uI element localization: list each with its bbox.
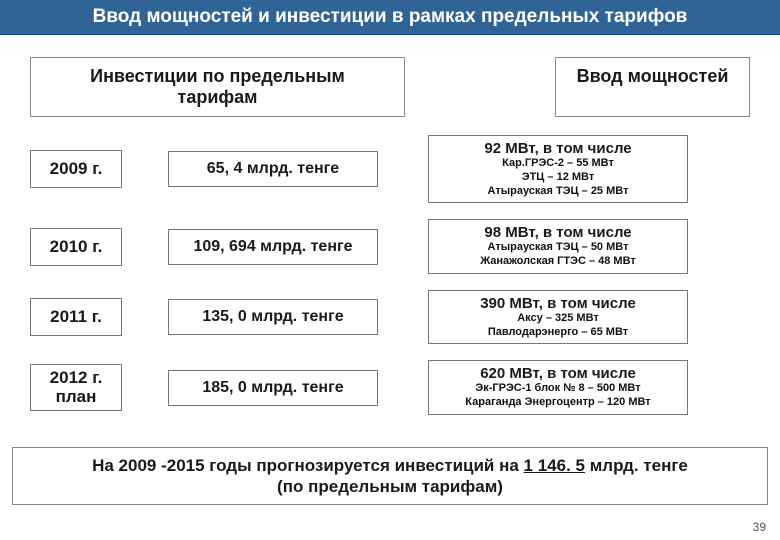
year-label: 2010 г. bbox=[30, 228, 122, 266]
capacity-detail: 620 МВт, в том числе Эк-ГРЭС-1 блок № 8 … bbox=[428, 360, 688, 415]
subheader-investments: Инвестиции по предельным тарифам bbox=[30, 57, 405, 117]
forecast-summary: На 2009 -2015 годы прогнозируется инвест… bbox=[12, 447, 768, 506]
capacity-detail: 390 МВт, в том числе Аксу – 325 МВт Павл… bbox=[428, 290, 688, 345]
investment-amount: 109, 694 млрд. тенге bbox=[168, 229, 378, 265]
capacity-line: ЭТЦ – 12 МВт bbox=[435, 171, 681, 185]
capacity-line: Эк-ГРЭС-1 блок № 8 – 500 МВт bbox=[435, 382, 681, 396]
capacity-line: Аксу – 325 МВт bbox=[435, 312, 681, 326]
forecast-text-a: На 2009 -2015 годы прогнозируется инвест… bbox=[92, 456, 523, 475]
investment-amount: 65, 4 млрд. тенге bbox=[168, 151, 378, 187]
year-row: 2011 г. 135, 0 млрд. тенге 390 МВт, в то… bbox=[30, 290, 750, 345]
forecast-value: 1 146. 5 bbox=[524, 456, 585, 475]
year-label: 2009 г. bbox=[30, 150, 122, 188]
capacity-line: Атырауская ТЭЦ – 50 МВт bbox=[435, 241, 681, 255]
capacity-line: Кар.ГРЭС-2 – 55 МВт bbox=[435, 157, 681, 171]
year-label: 2012 г. план bbox=[30, 364, 122, 411]
page-number: 39 bbox=[753, 520, 766, 534]
capacity-total: 92 МВт, в том числе bbox=[435, 140, 681, 157]
forecast-text-c: (по предельным тарифам) bbox=[277, 477, 503, 496]
capacity-line: Жанажолская ГТЭС – 48 МВт bbox=[435, 255, 681, 269]
subheader-capacity: Ввод мощностей bbox=[555, 57, 750, 117]
investment-amount: 135, 0 млрд. тенге bbox=[168, 299, 378, 335]
investment-amount: 185, 0 млрд. тенге bbox=[168, 370, 378, 406]
content-area: Инвестиции по предельным тарифам Ввод мо… bbox=[0, 35, 780, 441]
subheaders: Инвестиции по предельным тарифам Ввод мо… bbox=[30, 57, 750, 117]
year-row: 2012 г. план 185, 0 млрд. тенге 620 МВт,… bbox=[30, 360, 750, 415]
capacity-total: 390 МВт, в том числе bbox=[435, 295, 681, 312]
forecast-text-b: млрд. тенге bbox=[585, 456, 688, 475]
capacity-detail: 92 МВт, в том числе Кар.ГРЭС-2 – 55 МВт … bbox=[428, 135, 688, 203]
capacity-total: 620 МВт, в том числе bbox=[435, 365, 681, 382]
year-row: 2010 г. 109, 694 млрд. тенге 98 МВт, в т… bbox=[30, 219, 750, 274]
capacity-line: Караганда Энергоцентр – 120 МВт bbox=[435, 396, 681, 410]
capacity-total: 98 МВт, в том числе bbox=[435, 224, 681, 241]
year-label: 2011 г. bbox=[30, 298, 122, 336]
year-row: 2009 г. 65, 4 млрд. тенге 92 МВт, в том … bbox=[30, 135, 750, 203]
capacity-line: Павлодарэнерго – 65 МВт bbox=[435, 326, 681, 340]
capacity-detail: 98 МВт, в том числе Атырауская ТЭЦ – 50 … bbox=[428, 219, 688, 274]
slide-title: Ввод мощностей и инвестиции в рамках пре… bbox=[0, 0, 780, 35]
capacity-line: Атырауская ТЭЦ – 25 МВт bbox=[435, 185, 681, 199]
